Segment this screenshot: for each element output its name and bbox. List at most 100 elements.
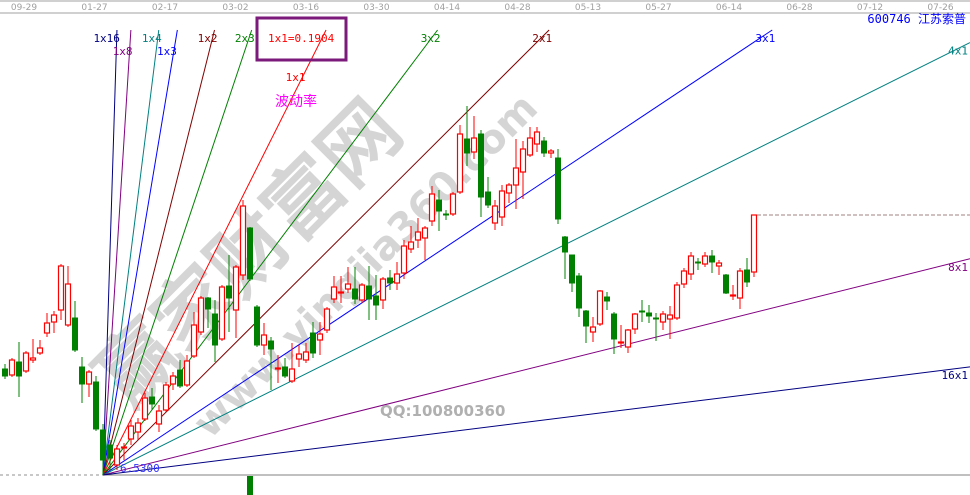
candle [190,312,198,358]
candle [617,325,625,348]
candle [729,285,737,300]
candle-body [639,310,645,313]
fan-label-2x3: 2x3 [235,32,255,45]
fan-line-4x1 [102,42,970,476]
candle [57,264,65,320]
candle-body [100,429,106,461]
candle [16,342,22,397]
candle-body [519,148,527,173]
candle [155,405,163,432]
fan-line-3x1 [102,29,773,476]
fan-label-2x1: 2x1 [532,32,552,45]
candle-body [373,295,379,306]
candle [239,200,247,280]
candle [107,440,113,470]
candle-body [673,284,681,319]
candle [505,183,513,203]
candle [533,127,541,152]
candle [113,445,121,470]
candle [149,388,155,410]
candle-body [596,290,604,325]
candle [695,258,701,270]
candle [443,210,449,220]
candle-body [729,294,737,297]
candle [79,357,85,403]
x-tick-label: 05-13 [575,3,601,13]
candle [100,424,106,475]
candle-body [505,184,513,194]
candle-body [247,227,253,280]
candle-body [512,167,520,186]
candle-body [653,317,659,320]
fan-line-1x1 [102,29,327,476]
candle [288,343,296,383]
candle-body [352,288,358,300]
candle [701,252,709,267]
candle-body [464,138,470,154]
fan-label-1x4: 1x4 [142,32,162,45]
candle-body [239,205,247,276]
fan-label-3x1: 3x1 [755,32,775,45]
candle-body [232,266,240,311]
candle [498,185,506,226]
candle [687,252,695,280]
candle-body [715,262,723,267]
candle [393,262,401,290]
candle-body [387,277,393,284]
candle [218,285,226,341]
candle-body [631,313,639,330]
fan-label-3x2: 3x2 [421,32,441,45]
candle-body [393,273,401,284]
candle [260,323,268,355]
x-tick-label: 07-12 [857,3,883,13]
fan-line-2x1 [102,29,550,476]
candle [93,376,99,431]
candle-body [414,231,422,241]
candle [436,190,442,231]
candle-body [302,351,310,361]
candle-body [205,297,211,310]
candle-body [344,283,352,290]
candle-body [85,371,93,385]
candle-body [687,255,695,275]
candle [680,268,688,288]
candle [723,274,729,294]
candle [639,300,645,322]
fan-label-16x1: 16x1 [942,369,969,382]
candle-body [736,270,744,299]
candle-body [449,193,457,215]
candle-body [274,367,282,370]
candle-body [723,274,729,294]
candle-body [149,396,155,405]
candle [197,296,205,335]
candle-body [379,278,387,301]
x-axis: 09-29 01-27 02-17 03-02 03-16 03-30 04-14 04-28… [0,0,970,14]
candle [295,345,303,367]
candle [470,116,478,159]
candle-body [617,341,625,344]
candle-body [443,213,449,216]
candle [400,240,408,279]
candle [183,355,191,387]
candle-body [155,410,163,425]
candle-body [64,283,72,326]
origin-price-label: 6.5300 [120,462,160,475]
candle [464,106,470,166]
fan-line-16x1 [102,366,970,476]
candle-body [470,137,478,153]
candle-body [323,308,331,331]
candle [366,266,372,320]
candle [330,276,338,303]
candle [205,297,211,328]
candle-body [120,446,128,449]
candle-body [611,313,617,340]
candle-body [57,265,65,311]
x-tick-label: 03-30 [363,3,389,13]
candle [50,311,58,333]
candle-body [400,245,408,274]
candle-body [576,275,582,309]
candle [666,306,674,339]
candle [750,214,758,277]
candle-body [127,425,135,440]
candle-body [177,369,183,387]
